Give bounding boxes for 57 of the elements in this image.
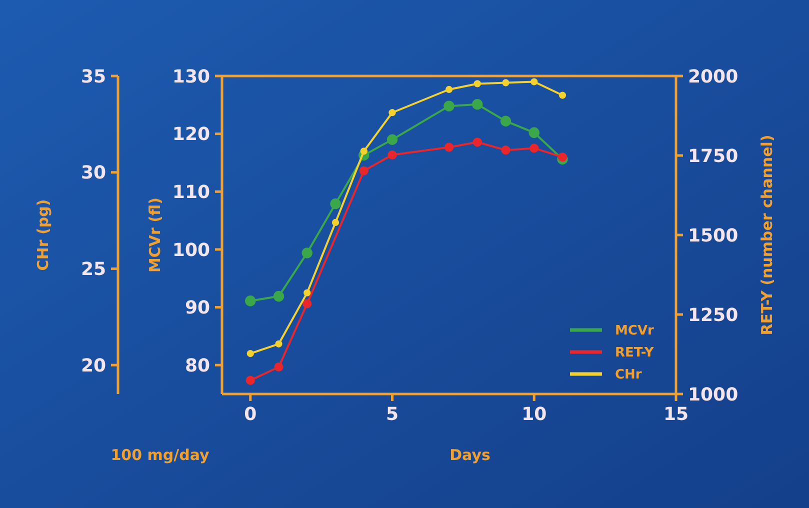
point [444,100,454,112]
y3-axis-title: CHr (pg) [34,199,52,271]
point [304,289,311,296]
point [445,86,453,94]
point [388,109,396,116]
point [501,146,510,155]
y-tick-label: 80 [184,355,210,376]
point [530,78,538,86]
point [502,79,510,86]
point [386,134,398,145]
point [332,218,340,226]
legend-label: CHr [615,368,642,383]
y2-tick-label: 1000 [688,384,738,406]
point [500,116,512,126]
point [246,376,255,385]
text: 100 mg/day [110,446,210,464]
point [360,148,368,155]
point [246,350,254,358]
legend-label: MCVr [615,324,655,339]
y-axis-title: MCVr (fl) [146,198,164,272]
y3-tick-label: 30 [80,162,106,184]
y3-tick-label: 35 [80,66,106,88]
point [558,92,566,99]
y3-tick-label: 20 [80,355,106,376]
point [472,98,483,110]
legend-label: RET-Y [615,346,654,361]
x-axis-title: Days [450,446,490,464]
point [444,142,454,152]
point [245,296,256,306]
y-tick-label: 100 [172,240,210,261]
point [472,138,482,147]
y2-axis-title: RET-Y (number channel) [758,134,776,336]
y-tick-label: 90 [184,298,210,319]
x-tick-label: 10 [522,404,547,425]
x-tick-label: 0 [244,404,257,425]
point [530,144,539,153]
point [302,299,312,308]
point [302,248,312,258]
y2-tick-label: 1250 [688,304,738,326]
point [359,166,368,176]
point [275,340,282,348]
point [528,127,540,138]
point [388,150,397,160]
y3-tick-label: 25 [80,259,106,280]
x-tick-label: 5 [386,404,399,425]
point [274,362,284,372]
point [474,80,481,88]
y2-tick-label: 1500 [688,225,738,246]
point [558,152,568,162]
point [273,290,284,302]
y-tick-label: 130 [172,66,210,88]
y2-tick-label: 1750 [688,146,738,167]
x-tick-label: 15 [663,404,689,425]
point [330,198,341,210]
y-tick-label: 110 [172,182,210,203]
y-tick-label: 120 [172,124,210,146]
y2-tick-label: 2000 [688,66,738,88]
